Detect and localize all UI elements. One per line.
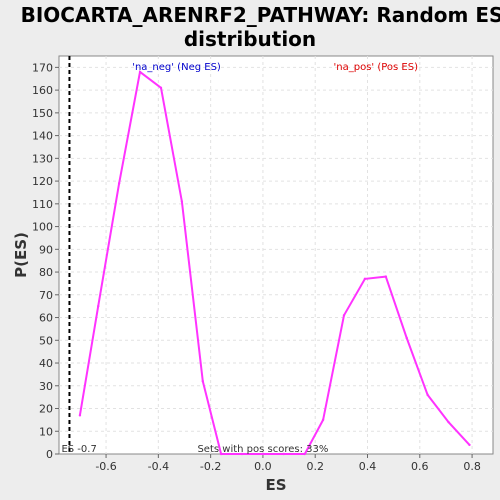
x-tick-label: 0.6 bbox=[411, 460, 429, 473]
series-point bbox=[138, 70, 142, 74]
y-tick-label: 30 bbox=[39, 380, 53, 393]
y-tick-label: 120 bbox=[32, 175, 53, 188]
x-tick-label: 0.8 bbox=[463, 460, 481, 473]
series-point bbox=[159, 86, 163, 90]
x-tick-label: 0.0 bbox=[254, 460, 272, 473]
y-ticks: 0 10 20 30 40 50 60 70 80 90 100 110 120 130 140 150 160… bbox=[32, 61, 59, 461]
series-point bbox=[384, 275, 388, 278]
y-tick-label: 90 bbox=[39, 243, 53, 256]
series-points bbox=[78, 70, 471, 456]
y-axis-label: P(ES) bbox=[12, 232, 30, 278]
pos-scores-annotation: Sets with pos scores: 33% bbox=[197, 444, 328, 455]
y-tick-label: 100 bbox=[32, 221, 53, 234]
x-tick-label: -0.6 bbox=[95, 460, 116, 473]
series-point bbox=[363, 277, 367, 281]
y-tick-label: 0 bbox=[46, 448, 53, 461]
y-tick-label: 170 bbox=[32, 61, 53, 74]
series-point bbox=[201, 380, 204, 383]
series-point bbox=[303, 452, 306, 456]
series-point bbox=[180, 200, 184, 203]
x-tick-label: -0.4 bbox=[148, 460, 169, 473]
x-tick-label: 0.2 bbox=[306, 460, 324, 473]
y-tick-label: 40 bbox=[39, 357, 53, 370]
series-line bbox=[78, 70, 471, 455]
y-tick-label: 80 bbox=[39, 266, 53, 279]
series-point bbox=[426, 393, 429, 397]
y-tick-label: 10 bbox=[39, 425, 53, 438]
series-point bbox=[117, 182, 121, 185]
series-point bbox=[321, 418, 325, 422]
y-tick-label: 150 bbox=[32, 107, 53, 120]
y-tick-label: 20 bbox=[39, 403, 53, 416]
series-point bbox=[447, 420, 450, 424]
y-tick-label: 140 bbox=[32, 130, 53, 143]
y-tick-label: 160 bbox=[32, 84, 53, 97]
es-marker-label: ES -0.7 bbox=[61, 444, 96, 455]
x-tick-label: 0.4 bbox=[359, 460, 377, 473]
series-point bbox=[78, 414, 82, 417]
legend-neg: 'na_neg' (Neg ES) bbox=[132, 62, 221, 73]
series-point bbox=[342, 314, 346, 317]
y-tick-label: 50 bbox=[39, 334, 53, 347]
y-tick-label: 110 bbox=[32, 198, 53, 211]
series-point bbox=[468, 443, 471, 447]
chart-title-line1: BIOCARTA_ARENRF2_PATHWAY: Random ES bbox=[21, 3, 500, 27]
chart-title-line2: distribution bbox=[184, 27, 316, 51]
y-tick-label: 70 bbox=[39, 289, 53, 302]
grid bbox=[59, 56, 493, 454]
series-point bbox=[219, 452, 223, 456]
legend-pos: 'na_pos' (Pos ES) bbox=[334, 62, 419, 73]
series-point bbox=[97, 304, 100, 308]
x-axis-label: ES bbox=[265, 476, 286, 494]
x-tick-label: -0.2 bbox=[200, 460, 221, 473]
series-point bbox=[240, 452, 244, 456]
y-tick-label: 60 bbox=[39, 312, 53, 325]
series-point bbox=[282, 452, 286, 456]
series-point bbox=[405, 336, 408, 340]
y-tick-label: 130 bbox=[32, 152, 53, 165]
x-ticks: -0.6 -0.4 -0.2 0.0 0.2 0.4 0.6 0.8 bbox=[95, 454, 481, 473]
series-point bbox=[261, 452, 265, 456]
